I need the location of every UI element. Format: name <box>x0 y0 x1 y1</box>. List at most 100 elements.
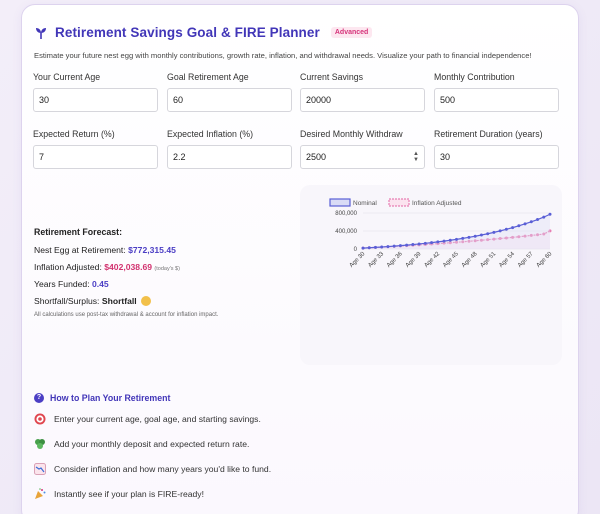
nominal-series-point <box>461 236 465 240</box>
plan-step: Enter your current age, goal age, and st… <box>34 413 271 425</box>
inflation-series-point <box>529 233 533 237</box>
inflation-series-point <box>461 240 465 244</box>
chart-decreasing-icon <box>34 463 46 475</box>
nominal-series-point <box>367 246 371 250</box>
nest-egg-row: Nest Egg at Retirement: $772,315.45 <box>34 245 218 255</box>
x-tick-label: Age 30 <box>349 251 367 269</box>
inflation-series-point <box>473 239 477 243</box>
retirement-duration-field: Retirement Duration (years) 30 <box>434 129 559 169</box>
inflation-series-point <box>542 232 546 236</box>
expected-inflation-field: Expected Inflation (%) 2.2 <box>167 129 292 169</box>
nominal-series-point <box>548 212 552 216</box>
nest-egg-label: Nest Egg at Retirement: <box>34 245 126 255</box>
x-tick-label: Age 48 <box>461 251 479 269</box>
inflation-series-point <box>498 237 502 241</box>
inflation-series-point <box>486 238 490 242</box>
nominal-series-point <box>411 243 415 247</box>
y-tick-label: 800,000 <box>335 211 357 217</box>
nominal-series-point <box>380 245 384 249</box>
expected-inflation-input[interactable]: 2.2 <box>167 145 292 169</box>
shortfall-label: Shortfall/Surplus: <box>34 296 100 306</box>
plan-title: How to Plan Your Retirement <box>50 393 171 403</box>
plan-step-text: Consider inflation and how many years yo… <box>54 464 272 474</box>
monthly-contribution-label: Monthly Contribution <box>434 72 515 82</box>
legend-label-inflation: Inflation Adjusted <box>412 200 462 207</box>
x-tick-label: Age 54 <box>498 251 516 269</box>
nominal-series-point <box>361 246 365 250</box>
inflation-series-point <box>455 240 458 244</box>
nominal-series-point <box>436 240 440 244</box>
target-icon <box>34 413 46 425</box>
plan-step: Add your monthly deposit and expected re… <box>34 438 271 450</box>
expected-return-field: Expected Return (%) 7 <box>33 129 158 169</box>
current-savings-field: Current Savings 20000 <box>300 72 425 112</box>
plan-step: Instantly see if your plan is FIRE-ready… <box>34 488 271 500</box>
goal-age-input[interactable]: 60 <box>167 88 292 112</box>
nominal-series-point <box>398 244 402 248</box>
number-spinner-icon[interactable]: ▲ ▼ <box>413 151 419 163</box>
monthly-withdraw-input[interactable]: 2500 ▲ ▼ <box>300 145 425 169</box>
nominal-series-point <box>473 234 477 238</box>
nominal-series-point <box>448 238 452 242</box>
x-tick-label: Age 45 <box>442 251 460 269</box>
goal-age-field: Goal Retirement Age 60 <box>167 72 292 112</box>
plan-step-text: Add your monthly deposit and expected re… <box>54 439 250 449</box>
legend-label-nominal: Nominal <box>353 200 377 207</box>
nominal-series-point <box>504 227 508 231</box>
expected-inflation-label: Expected Inflation (%) <box>167 129 254 139</box>
nominal-series-point <box>523 222 527 226</box>
sprout-icon <box>36 27 46 39</box>
shortfall-value: Shortfall <box>101 296 137 306</box>
nominal-series-point <box>455 237 458 241</box>
y-tick-label: 0 <box>354 247 358 253</box>
legend-swatch-inflation <box>388 198 410 207</box>
legend-swatch-nominal <box>329 198 351 207</box>
worried-face-icon <box>141 296 152 306</box>
monthly-contribution-input[interactable]: 500 <box>434 88 559 112</box>
forecast-panel: Retirement Forecast: Nest Egg at Retirem… <box>34 227 218 318</box>
shortfall-row: Shortfall/Surplus: Shortfall <box>34 296 218 306</box>
monthly-withdraw-label: Desired Monthly Withdraw <box>300 129 403 139</box>
header: Retirement Savings Goal & FIRE Planner A… <box>34 25 373 40</box>
inflation-series-point <box>548 229 552 233</box>
nominal-series-point <box>467 235 471 239</box>
calculation-note: All calculations use post-tax withdrawal… <box>34 312 219 318</box>
planner-card: Retirement Savings Goal & FIRE Planner A… <box>21 4 579 514</box>
help-icon: ? <box>34 393 44 403</box>
retirement-duration-input[interactable]: 30 <box>434 145 559 169</box>
retirement-duration-label: Retirement Duration (years) <box>434 129 543 139</box>
monthly-contribution-field: Monthly Contribution 500 <box>434 72 559 112</box>
nominal-series-point <box>542 215 546 219</box>
x-tick-label: Age 60 <box>536 251 554 269</box>
plan-step-text: Instantly see if your plan is FIRE-ready… <box>54 489 204 499</box>
nominal-series-point <box>423 241 427 245</box>
inflation-series-point <box>517 235 521 239</box>
forecast-heading: Retirement Forecast: <box>34 227 122 237</box>
inflation-series-point <box>536 233 540 237</box>
inflation-adjusted-row: Inflation Adjusted: $402,038.69 (today's… <box>34 262 218 272</box>
expected-return-input[interactable]: 7 <box>33 145 158 169</box>
inflation-series-point <box>504 236 508 240</box>
current-savings-input[interactable]: 20000 <box>300 88 425 112</box>
nominal-series-point <box>479 233 483 237</box>
nominal-series-point <box>511 226 515 230</box>
x-tick-label: Age 39 <box>405 251 423 269</box>
nominal-series-point <box>405 243 409 247</box>
nominal-series-point <box>386 245 390 249</box>
party-popper-icon <box>35 488 46 499</box>
nest-egg-value: $772,315.45 <box>128 245 176 255</box>
plan-heading: ? How to Plan Your Retirement <box>34 393 271 403</box>
inflation-adjusted-value: $402,038.69 <box>104 262 153 272</box>
nominal-series-point <box>417 242 421 246</box>
nominal-series-point <box>536 218 540 222</box>
inflation-series-point <box>492 237 496 241</box>
x-tick-label: Age 42 <box>424 251 442 269</box>
years-funded-value: 0.45 <box>91 279 109 289</box>
monthly-withdraw-field: Desired Monthly Withdraw 2500 ▲ ▼ <box>300 129 425 169</box>
plan-section: ? How to Plan Your Retirement Enter your… <box>34 393 271 513</box>
current-age-input[interactable]: 30 <box>33 88 158 112</box>
nominal-series-point <box>517 224 521 228</box>
inflation-series-point <box>479 238 483 242</box>
page-subtitle: Estimate your future nest egg with month… <box>34 51 532 60</box>
x-tick-label: Age 33 <box>367 251 385 269</box>
